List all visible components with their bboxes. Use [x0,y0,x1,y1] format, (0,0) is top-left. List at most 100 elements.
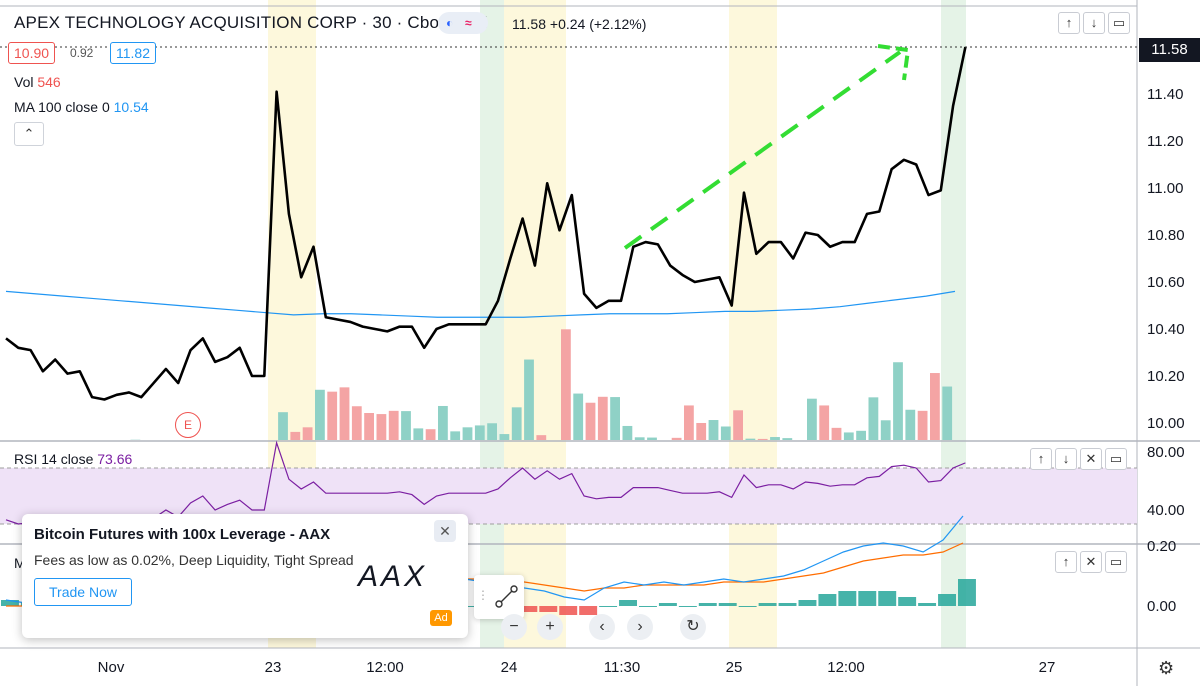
macd-close-button[interactable]: ✕ [1080,551,1102,573]
close-icon: ✕ [1085,554,1097,569]
price-tick: 11.00 [1147,180,1184,197]
macd-up-button[interactable]: ↑ [1055,551,1077,573]
macd-histogram-bar [559,606,578,615]
macd-histogram-bar [639,606,657,607]
moon-icon: ◐ [446,16,454,30]
macd-legend[interactable]: M [14,555,26,571]
macd-maximize-button[interactable]: ▭ [1105,551,1127,573]
trend-arrowhead [877,44,911,81]
zoom-out-button[interactable]: − [501,614,527,640]
volume-bar [290,431,301,440]
macd-histogram-bar [958,579,976,606]
move-pane-down-button[interactable]: ↓ [1083,12,1105,34]
volume-bar [634,437,645,440]
volume-bar [647,437,657,440]
volume-bar [536,435,547,440]
macd-histogram-bar [738,606,757,607]
macd-histogram-bar [898,597,917,606]
zoom-in-button[interactable]: + [537,614,563,640]
volume-legend[interactable]: Vol 546 [14,74,61,90]
volume-bar [327,391,338,440]
volume-bar [893,362,903,440]
drag-handle-icon[interactable]: ⋮ [477,588,489,602]
rsi-close-button[interactable]: ✕ [1080,448,1102,470]
move-pane-up-button[interactable]: ↑ [1058,12,1080,34]
volume-bar [930,373,940,440]
volume-bar [388,410,399,440]
volume-bar [684,405,694,440]
volume-bar [622,425,633,440]
price-tick: 10.00 [1147,415,1185,432]
volume-bar [942,386,953,440]
ad-badge: Ad [430,610,452,626]
volume-bar [315,389,325,440]
volume-bar [843,432,854,440]
time-tick: 25 [725,659,743,676]
volume-bar [905,409,916,440]
rsi-legend[interactable]: RSI 14 close 73.66 [14,451,132,467]
volume-bar [450,431,461,440]
rsi-down-button[interactable]: ↓ [1055,448,1077,470]
macd-histogram-bar [718,603,737,606]
arrow-up-icon: ↑ [1065,15,1073,30]
status-pill[interactable]: ◐ ≈ [438,12,488,34]
rsi-tick: 80.00 [1147,444,1185,461]
rsi-up-button[interactable]: ↑ [1030,448,1052,470]
volume-bar [438,405,448,440]
volume-bar [425,429,436,440]
maximize-pane-button[interactable]: ▭ [1108,12,1130,34]
time-tick: 12:00 [366,659,404,676]
last-price-tag: 11.58 [1139,38,1200,62]
gear-icon[interactable]: ⚙ [1158,658,1175,678]
volume-bar [831,427,842,440]
volume-bar [364,413,374,440]
chevron-right-icon: › [637,618,643,635]
volume-bar [302,427,313,440]
ma-line [5,290,956,318]
ma-label: MA 100 close 0 [14,99,110,115]
ad-subtitle: Fees as low as 0.02%, Deep Liquidity, Ti… [34,552,354,568]
volume-bar [856,430,866,440]
plus-icon: + [545,618,555,635]
macd-histogram-bar [599,606,618,607]
macd-histogram-bar [519,606,538,612]
price-tick: 10.40 [1147,321,1185,338]
reset-chart-button[interactable]: ↻ [680,614,706,640]
trend-arrow [623,50,902,250]
volume-bar [745,438,756,440]
earnings-badge[interactable]: E [175,412,201,438]
arrow-up-icon: ↑ [1062,554,1070,569]
ad-popup[interactable]: Bitcoin Futures with 100x Leverage - AAX… [22,514,468,638]
volume-bar [597,396,608,440]
time-tick: 27 [1038,659,1056,676]
last-price: 11.58 [512,16,546,32]
scroll-right-button[interactable]: › [627,614,653,640]
trendline-icon[interactable] [492,582,522,612]
ma-legend[interactable]: MA 100 close 0 10.54 [14,99,149,115]
bid-price[interactable]: 10.90 [8,42,56,64]
volume-bar [487,423,497,440]
macd-histogram-bar [459,606,478,607]
trade-now-button[interactable]: Trade Now [34,578,132,606]
volume-bar [880,420,891,440]
arrow-up-icon: ↑ [1037,451,1045,466]
volume-bar [339,387,350,440]
ad-close-button[interactable]: ✕ [434,520,456,542]
time-tick: 23 [264,659,282,676]
rsi-label: RSI 14 close [14,451,94,467]
spread-value: 0.92 [70,46,94,60]
volume-bar [585,402,596,440]
volume-bar [573,393,584,440]
drawing-toolbar[interactable]: ⋮ [474,575,524,619]
macd-histogram-bar [818,594,837,606]
collapse-legend-button[interactable]: ⌃ [14,122,44,146]
ask-price[interactable]: 11.82 [110,42,156,64]
macd-histogram-bar [838,591,857,606]
price-readout: 11.58 +0.24 (+2.12%) [512,16,646,32]
rsi-maximize-button[interactable]: ▭ [1105,448,1127,470]
volume-bar [819,405,830,440]
price-tick: 11.20 [1147,133,1184,150]
scroll-left-button[interactable]: ‹ [589,614,615,640]
reset-icon: ↻ [686,618,700,635]
